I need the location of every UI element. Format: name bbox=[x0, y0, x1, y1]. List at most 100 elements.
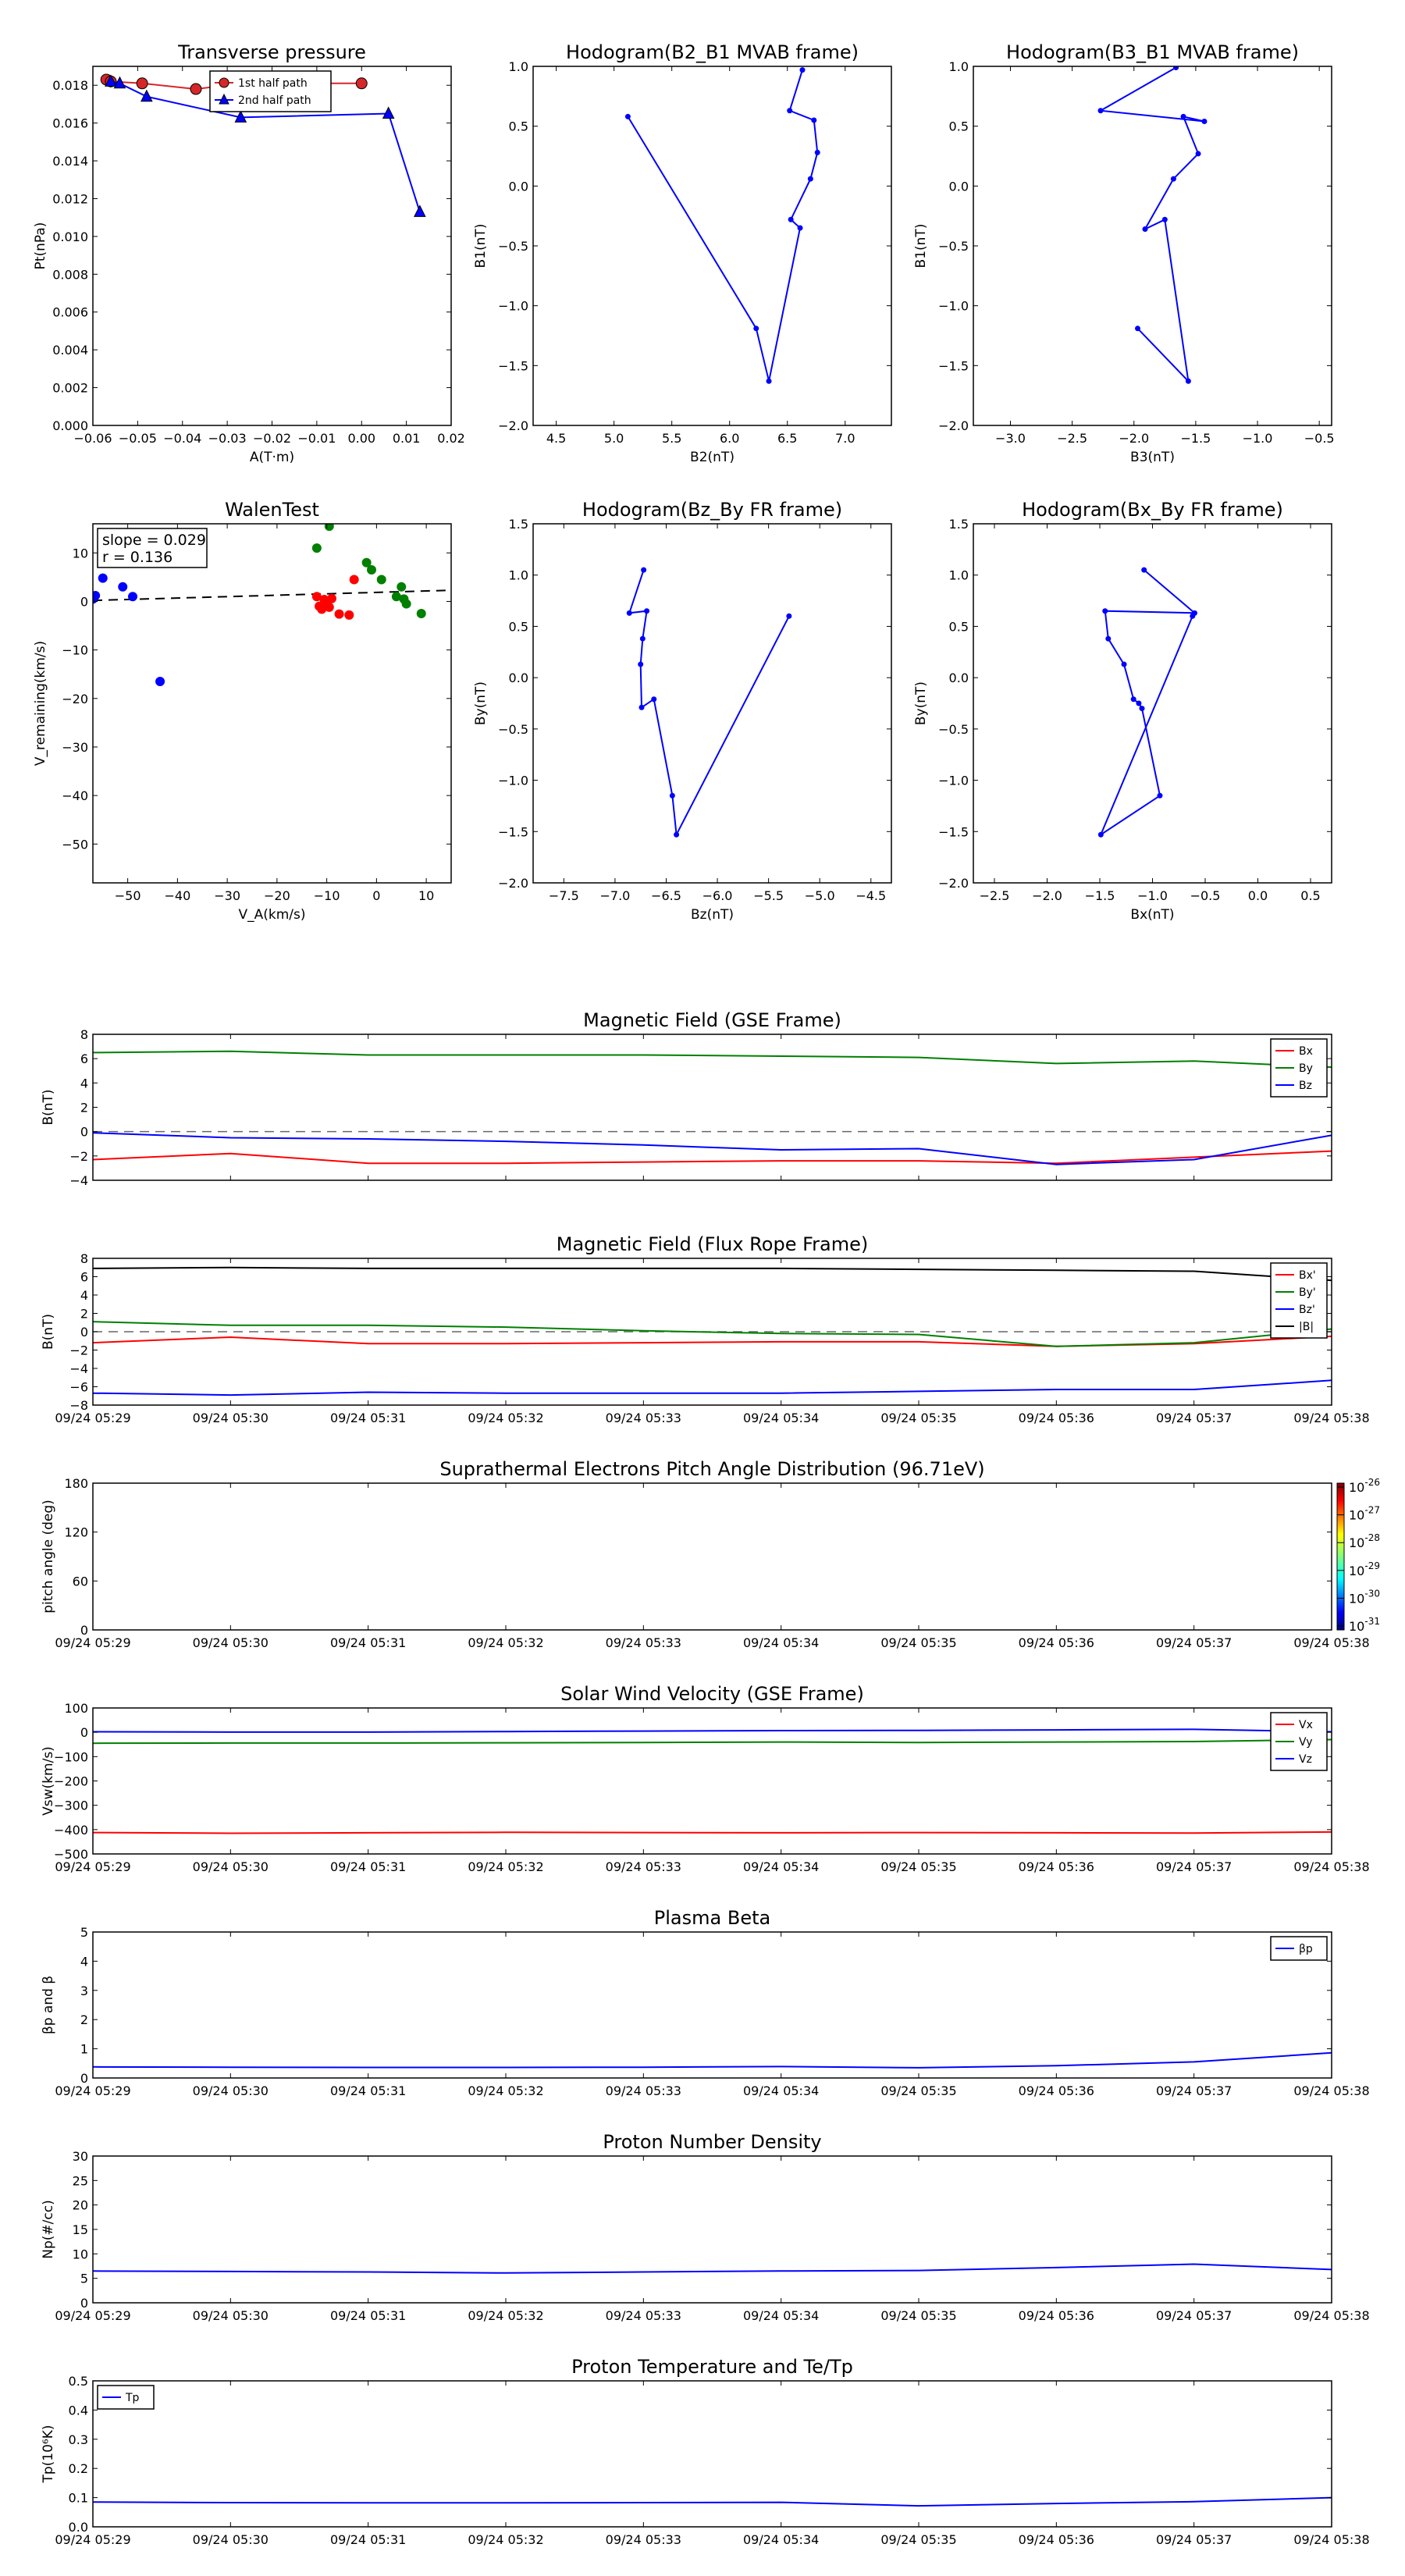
legend: βp bbox=[1270, 1936, 1328, 1961]
x-tick-label: 0.5 bbox=[1300, 888, 1320, 903]
data-point bbox=[1105, 635, 1112, 642]
x-tick-label: 09/24 05:36 bbox=[1019, 2308, 1094, 2323]
data-point bbox=[786, 613, 792, 619]
colorbar-exponent: -26 bbox=[1364, 1477, 1380, 1488]
y-tick-label: −8 bbox=[69, 1398, 88, 1413]
y-tick-label: −0.5 bbox=[938, 722, 969, 737]
x-tick-label: 09/24 05:38 bbox=[1293, 1411, 1369, 1425]
data-point bbox=[753, 326, 759, 332]
series-s0 bbox=[624, 67, 820, 384]
x-tick-label: 09/24 05:37 bbox=[1156, 1859, 1232, 1874]
colorbar-tick-label: 10-28 bbox=[1349, 1532, 1380, 1550]
y-axis-label: Pt(nPa) bbox=[33, 222, 48, 270]
x-tick-label: 09/24 05:29 bbox=[55, 2532, 130, 2547]
x-tick-label: 0.02 bbox=[437, 431, 465, 446]
y-tick-label: 1.5 bbox=[509, 517, 528, 532]
y-tick-label: 0.018 bbox=[52, 78, 88, 93]
x-tick-label: 09/24 05:33 bbox=[606, 2083, 681, 2098]
chart-plasma-beta: Plasma Beta 09/24 05:29 09/24 05:30 09/24 0… bbox=[41, 1907, 1370, 2098]
series-line bbox=[1099, 569, 1197, 837]
y-tick-label: −1.0 bbox=[498, 299, 528, 314]
legend: Vx Vy Vz bbox=[1270, 1712, 1328, 1771]
y-tick-label: 0.0 bbox=[949, 179, 969, 194]
series-bx bbox=[93, 1150, 1332, 1165]
data-point bbox=[1195, 151, 1201, 157]
y-tick-label: 0 bbox=[80, 2296, 88, 2311]
x-tick-label: 09/24 05:33 bbox=[606, 2532, 681, 2547]
x-tick-label: 09/24 05:30 bbox=[193, 2083, 269, 2098]
plot-area bbox=[93, 2263, 1332, 2274]
x-tick-label: −1.5 bbox=[1085, 888, 1115, 903]
x-tick-label: 09/24 05:33 bbox=[606, 2308, 681, 2323]
x-tick-label: −0.06 bbox=[73, 431, 112, 446]
scatter-point bbox=[349, 575, 359, 585]
series-bz- bbox=[93, 1379, 1332, 1397]
series-vy bbox=[93, 1738, 1332, 1745]
x-tick-label: −1.0 bbox=[1137, 888, 1168, 903]
annotation-line: slope = 0.029 bbox=[102, 532, 206, 549]
x-tick-label: 09/24 05:36 bbox=[1019, 1411, 1094, 1425]
y-tick-label: −10 bbox=[62, 643, 88, 658]
scatter-point bbox=[324, 602, 334, 612]
y-tick-label: 0 bbox=[80, 1325, 88, 1340]
data-point bbox=[644, 608, 650, 614]
scatter-point bbox=[334, 609, 344, 619]
scatter-point bbox=[155, 677, 165, 687]
data-point bbox=[1097, 108, 1104, 114]
y-tick-label: 0.4 bbox=[69, 2403, 88, 2418]
data-point bbox=[797, 225, 803, 231]
plot-area bbox=[93, 2051, 1332, 2069]
x-tick-label: 09/24 05:35 bbox=[880, 2532, 956, 2547]
legend: Tp bbox=[97, 2385, 155, 2410]
data-point bbox=[626, 610, 632, 616]
data-point bbox=[382, 106, 395, 119]
y-tick-label: 1.0 bbox=[949, 568, 969, 583]
scatter-point bbox=[344, 610, 354, 620]
data-point bbox=[641, 567, 647, 573]
series-line bbox=[93, 1335, 1332, 1347]
y-tick-label: −40 bbox=[62, 788, 88, 803]
x-tick-label: −10 bbox=[314, 888, 340, 903]
annotation-box bbox=[97, 528, 208, 568]
y-tick-label: 20 bbox=[73, 2198, 88, 2213]
series--p bbox=[93, 2051, 1332, 2069]
x-tick-label: −1.0 bbox=[1243, 431, 1273, 446]
x-tick-label: 09/24 05:35 bbox=[880, 1859, 956, 1874]
x-tick-label: −3.0 bbox=[995, 431, 1026, 446]
y-tick-label: −1.0 bbox=[938, 299, 969, 314]
legend-label: βp bbox=[1299, 1943, 1313, 1955]
x-tick-label: −20 bbox=[264, 888, 290, 903]
y-tick-label: 0.012 bbox=[52, 191, 88, 206]
y-tick-label: 5 bbox=[80, 1925, 88, 1940]
series-s0 bbox=[93, 573, 165, 687]
x-tick-label: 09/24 05:38 bbox=[1293, 2532, 1369, 2547]
y-tick-label: 1.0 bbox=[949, 59, 969, 74]
chart-title: Hodogram(B3_B1 MVAB frame) bbox=[1006, 41, 1299, 63]
x-tick-label: 09/24 05:36 bbox=[1019, 1859, 1094, 1874]
legend-label: Bx bbox=[1299, 1045, 1313, 1058]
y-tick-label: 0.014 bbox=[52, 154, 88, 169]
scatter-point bbox=[311, 592, 322, 602]
y-tick-label: 1 bbox=[80, 2042, 88, 2057]
scatter-point bbox=[401, 599, 411, 609]
series-line bbox=[93, 2496, 1332, 2507]
data-point bbox=[105, 74, 117, 87]
legend: 1st half path 2nd half path bbox=[209, 70, 332, 112]
y-tick-label: −100 bbox=[54, 1749, 88, 1764]
x-tick-label: 09/24 05:29 bbox=[55, 1411, 130, 1425]
data-point bbox=[1102, 608, 1108, 614]
data-point bbox=[1201, 119, 1208, 125]
x-tick-label: 09/24 05:34 bbox=[743, 2532, 819, 2547]
x-tick-label: 09/24 05:38 bbox=[1293, 1859, 1369, 1874]
y-tick-label: 60 bbox=[73, 1574, 88, 1589]
series-s0 bbox=[1097, 66, 1208, 384]
x-tick-label: −6.5 bbox=[651, 888, 681, 903]
colorbar-tick-label: 10-30 bbox=[1349, 1588, 1380, 1606]
data-point bbox=[811, 117, 817, 123]
x-tick-label: 09/24 05:33 bbox=[606, 1411, 681, 1425]
plot-area bbox=[93, 1266, 1332, 1397]
chart-hodogram-b2-b1: Hodogram(B2_B1 MVAB frame) 4.5 5.0 5.5 6.0 6.… bbox=[473, 41, 892, 465]
x-tick-label: 09/24 05:35 bbox=[880, 2308, 956, 2323]
y-tick-label: −50 bbox=[62, 837, 88, 852]
x-tick-label: −2.5 bbox=[1057, 431, 1087, 446]
